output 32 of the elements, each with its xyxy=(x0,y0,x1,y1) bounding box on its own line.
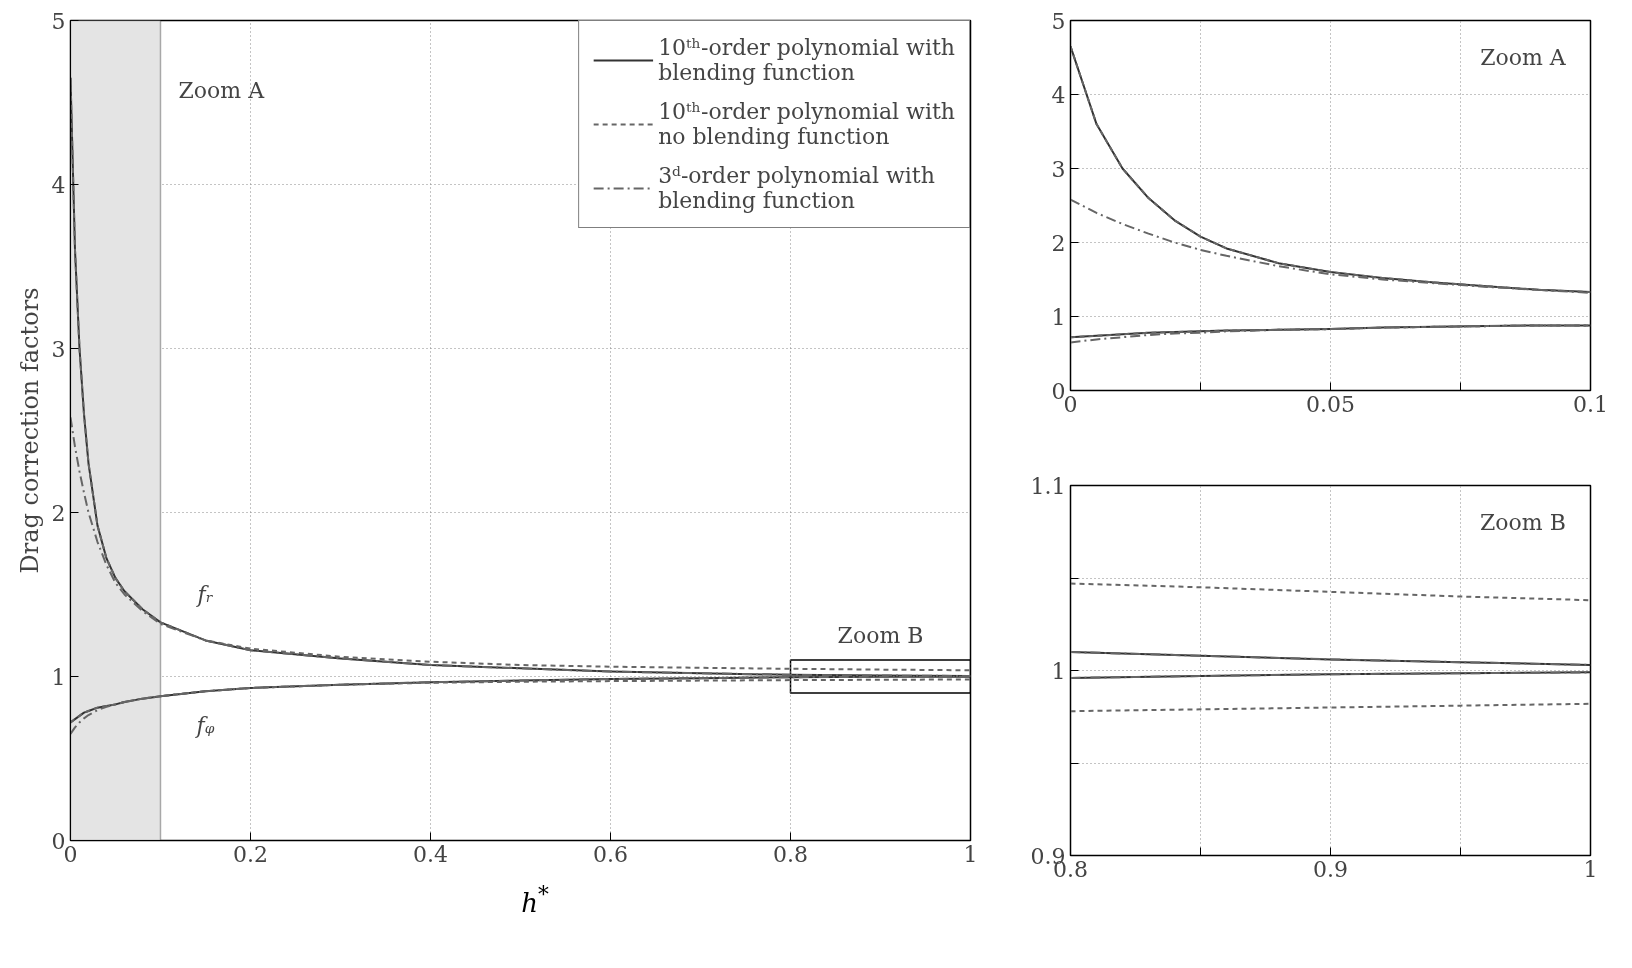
y-tick-label: 2 xyxy=(51,500,66,526)
x-tick-label: 0.2 xyxy=(233,841,269,867)
y-tick-label: 1 xyxy=(1051,658,1066,684)
x-tick-label: 1 xyxy=(1583,856,1598,882)
annotation: Zoom A xyxy=(1480,45,1567,70)
x-axis-title: h$^{*}$ xyxy=(520,881,550,920)
x-tick-label: 0.8 xyxy=(773,841,809,867)
band-label: Zoom A xyxy=(178,77,266,103)
y-tick-label: 5 xyxy=(1051,8,1066,34)
y-tick-label: 5 xyxy=(51,8,66,34)
x-tick-label: 1 xyxy=(963,841,978,867)
x-tick-label: 0.4 xyxy=(413,841,449,867)
x-tick-label: 0.05 xyxy=(1306,391,1355,417)
legend-label: 3ᵈ-order polynomial with blending function xyxy=(658,163,935,213)
annotation: Zoom B xyxy=(837,623,924,648)
x-tick-label: 0.1 xyxy=(1573,391,1609,417)
annotation: Zoom B xyxy=(1480,510,1566,535)
y-tick-label: 3 xyxy=(51,336,66,362)
y-tick-label: 4 xyxy=(51,172,66,198)
y-tick-label: 3 xyxy=(1051,156,1066,182)
y-tick-label: 1.1 xyxy=(1030,473,1066,499)
legend-label: 10ᵗʰ-order polynomial with no blending function xyxy=(658,99,955,149)
x-tick-label: 0.6 xyxy=(593,841,629,867)
y-tick-label: 4 xyxy=(1051,82,1066,108)
y-tick-label: 1 xyxy=(1051,304,1066,330)
y-tick-label: 1 xyxy=(51,664,66,690)
annotation: fᵩ xyxy=(194,713,215,739)
y-axis-title: Drag correction factors xyxy=(15,287,44,574)
legend-label: 10ᵗʰ-order polynomial with blending function xyxy=(658,35,955,85)
x-tick-label: 0.9 xyxy=(1313,856,1349,882)
annotation: fᵣ xyxy=(195,582,214,607)
y-tick-label: 2 xyxy=(1051,230,1066,256)
